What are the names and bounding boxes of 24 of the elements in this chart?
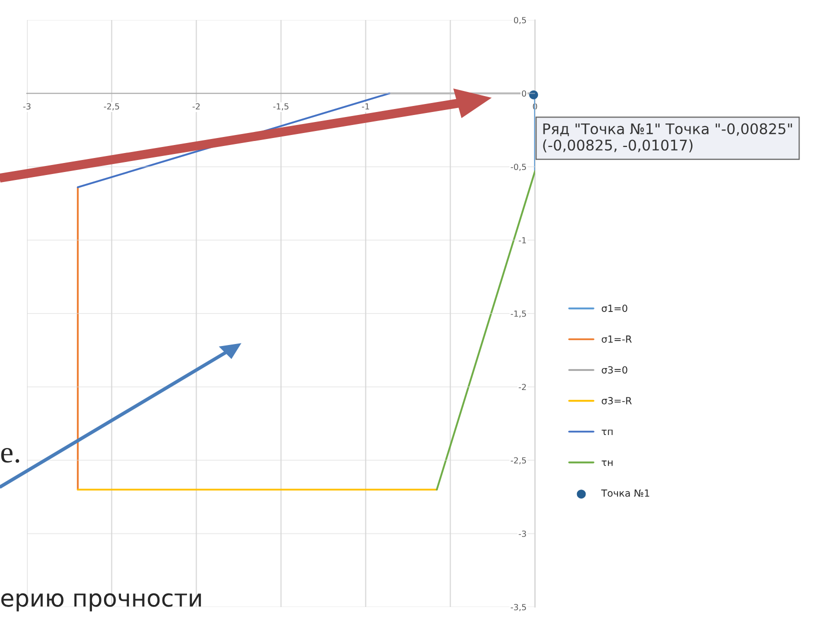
legend-label: τн xyxy=(602,460,613,466)
x-tick-label: -1,5 xyxy=(273,103,288,110)
legend-label: τп xyxy=(602,430,613,436)
y-tick-label: -3 xyxy=(518,530,526,537)
y-tick-label: -1,5 xyxy=(510,310,526,318)
y-tick-label: 0 xyxy=(522,90,526,97)
y-tick-label: -3,5 xyxy=(510,604,526,612)
annotation: Ряд "Точка №1" Точка "-0,00825" (-0,00825, -0,01017) xyxy=(543,123,792,152)
annotation: ерию прочности xyxy=(1,593,201,612)
legend-label: Точка №1 xyxy=(601,490,650,497)
y-tick-label: -0,5 xyxy=(510,164,526,171)
x-tick-label: -2 xyxy=(192,103,200,110)
y-tick-label: 0,5 xyxy=(514,16,526,24)
y-tick-label: -2,5 xyxy=(510,457,526,464)
x-tick-label: -3 xyxy=(23,103,30,110)
y-tick-label: -2 xyxy=(518,384,526,390)
legend-label: σ3=-R xyxy=(602,397,632,404)
y-tick-label: -1 xyxy=(518,237,526,244)
x-tick-label: -1 xyxy=(362,103,370,110)
legend-label: σ1=-R xyxy=(602,336,632,343)
legend-label: σ1=0 xyxy=(602,304,628,312)
text: е. xyxy=(1,448,20,463)
legend-label: σ3=0 xyxy=(602,366,628,374)
x-tick-label: -2,5 xyxy=(104,103,120,110)
